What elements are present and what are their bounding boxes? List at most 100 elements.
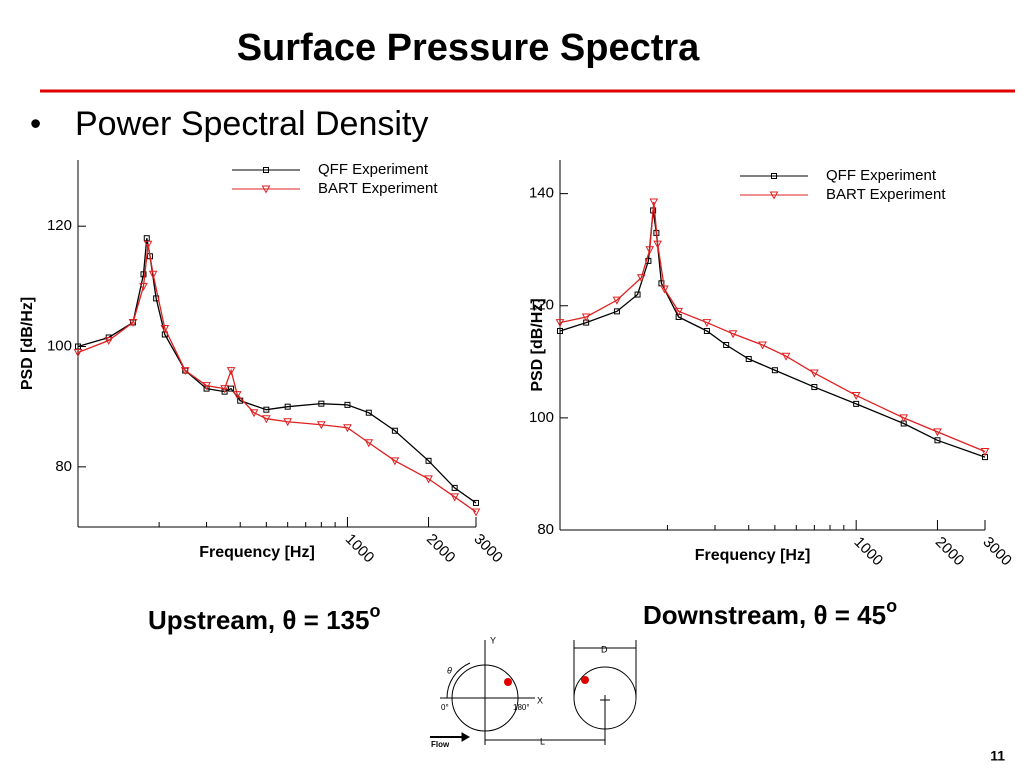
series-line xyxy=(559,210,986,458)
y-tick-label: 120 xyxy=(529,297,554,314)
y-tick-label: 140 xyxy=(529,185,554,202)
diagram-label: 0° xyxy=(441,703,449,712)
page-number: 11 xyxy=(990,748,1005,764)
caption-sup: o xyxy=(369,601,380,621)
slide-title: Surface Pressure Spectra xyxy=(237,27,700,69)
marker xyxy=(674,307,683,316)
marker xyxy=(128,318,138,327)
marker xyxy=(425,457,432,464)
y-axis-label: PSD [dB/Hz] xyxy=(529,298,546,391)
series-line xyxy=(77,244,477,513)
angle-arc xyxy=(446,662,471,699)
x-tick-label: 3000 xyxy=(979,534,1015,570)
legend-label: QFF Experiment xyxy=(318,161,429,178)
diagram: Y X θ 0° 180° Flow D L xyxy=(430,635,637,749)
y-tick-label: 80 xyxy=(55,458,72,475)
marker xyxy=(451,484,458,491)
marker xyxy=(745,356,752,363)
marker xyxy=(555,319,565,328)
marker xyxy=(180,367,190,376)
x-axis-label: Frequency [Hz] xyxy=(199,544,315,561)
marker xyxy=(228,385,235,392)
marker xyxy=(284,403,291,410)
diagram-label: 180° xyxy=(513,703,530,712)
marker xyxy=(318,400,325,407)
x-tick-label: 2000 xyxy=(932,534,968,570)
marker xyxy=(424,475,433,484)
marker xyxy=(220,385,229,394)
sensor xyxy=(504,678,512,686)
marker xyxy=(645,246,655,255)
series-line xyxy=(77,238,477,504)
bullet-text: Power Spectral Density xyxy=(75,105,428,143)
sensor xyxy=(581,676,589,684)
marker xyxy=(232,391,242,400)
marker xyxy=(226,367,236,376)
x-tick-label: 3000 xyxy=(470,531,506,567)
marker xyxy=(202,382,211,391)
marker xyxy=(557,327,563,334)
legend-label: QFF Experiment xyxy=(826,167,937,184)
series-line xyxy=(559,201,986,453)
marker xyxy=(263,167,269,173)
marker xyxy=(160,324,170,334)
marker xyxy=(471,508,481,517)
y-tick-label: 120 xyxy=(47,217,72,234)
marker xyxy=(473,499,479,506)
marker xyxy=(391,427,398,434)
marker xyxy=(769,191,779,200)
chart: 80 100 120 140 1000 2000 3000 Frequency [Hz] PSD… xyxy=(529,160,1015,569)
marker xyxy=(143,235,150,242)
marker xyxy=(649,198,659,207)
marker xyxy=(653,240,663,249)
marker xyxy=(139,282,148,291)
diagram-label: X xyxy=(537,695,543,705)
marker xyxy=(702,319,712,328)
bullet-dot: • xyxy=(30,105,41,141)
marker xyxy=(781,352,791,361)
marker xyxy=(450,493,460,502)
legend-label: BART Experiment xyxy=(826,186,946,203)
x-tick-label: 1000 xyxy=(851,534,887,570)
caption: Upstream, θ = 135o xyxy=(148,601,380,635)
marker xyxy=(581,313,591,322)
marker xyxy=(728,330,738,339)
marker xyxy=(104,336,114,346)
y-tick-label: 100 xyxy=(47,337,72,354)
marker xyxy=(660,285,669,294)
marker xyxy=(980,448,990,457)
marker xyxy=(758,341,767,350)
y-axis-label: PSD [dB/Hz] xyxy=(19,297,36,390)
caption: Downstream, θ = 45o xyxy=(643,596,897,630)
marker xyxy=(771,367,778,374)
diagram-label: Flow xyxy=(431,740,450,749)
marker xyxy=(249,409,259,418)
marker xyxy=(283,418,293,427)
marker xyxy=(261,415,271,424)
marker xyxy=(343,424,352,433)
marker xyxy=(140,271,147,278)
marker xyxy=(75,343,81,350)
marker xyxy=(73,349,83,358)
marker xyxy=(148,270,158,279)
marker xyxy=(634,291,641,298)
marker xyxy=(853,400,860,407)
marker xyxy=(263,406,270,413)
diagram-label: θ xyxy=(447,665,452,675)
marker xyxy=(811,384,818,391)
caption-text: Downstream, θ = 45 xyxy=(643,600,886,630)
marker xyxy=(703,327,710,334)
diagram-label: Y xyxy=(490,635,496,645)
marker xyxy=(143,240,153,249)
marker xyxy=(934,437,941,444)
marker xyxy=(899,414,909,423)
marker xyxy=(723,342,730,348)
marker xyxy=(771,173,777,179)
marker xyxy=(851,391,861,401)
marker xyxy=(364,439,374,448)
marker xyxy=(933,428,942,437)
marker xyxy=(810,369,819,378)
x-tick-label: 1000 xyxy=(342,531,378,567)
